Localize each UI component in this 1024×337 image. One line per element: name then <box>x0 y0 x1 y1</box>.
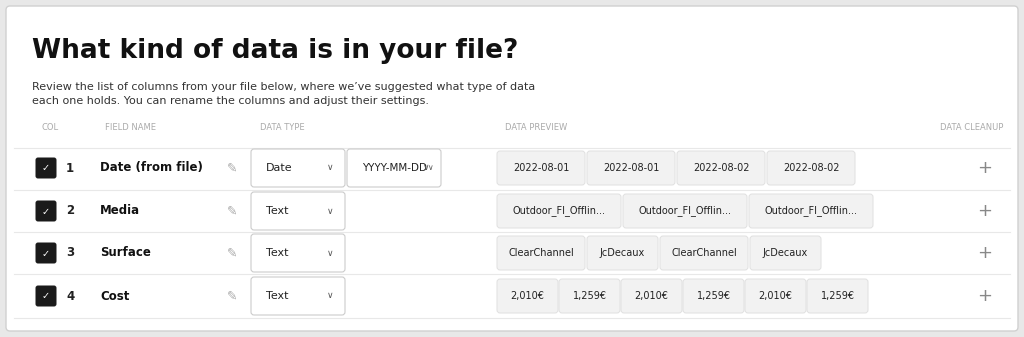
FancyBboxPatch shape <box>251 192 345 230</box>
Text: Outdoor_FI_Offlin...: Outdoor_FI_Offlin... <box>765 206 857 216</box>
Text: 2,010€: 2,010€ <box>511 291 545 301</box>
Text: ∨: ∨ <box>327 248 334 257</box>
Text: What kind of data is in your file?: What kind of data is in your file? <box>32 38 518 64</box>
FancyBboxPatch shape <box>623 194 746 228</box>
FancyBboxPatch shape <box>497 236 585 270</box>
FancyBboxPatch shape <box>767 151 855 185</box>
Text: 2: 2 <box>66 205 74 217</box>
Text: DATA PREVIEW: DATA PREVIEW <box>505 123 567 132</box>
FancyBboxPatch shape <box>587 151 675 185</box>
FancyBboxPatch shape <box>677 151 765 185</box>
Text: +: + <box>978 244 992 262</box>
FancyBboxPatch shape <box>36 157 56 179</box>
Text: Outdoor_FI_Offlin...: Outdoor_FI_Offlin... <box>639 206 731 216</box>
Text: Text: Text <box>266 248 289 258</box>
Text: ✓: ✓ <box>42 163 50 174</box>
Text: +: + <box>978 202 992 220</box>
FancyBboxPatch shape <box>750 236 821 270</box>
Text: 1,259€: 1,259€ <box>572 291 606 301</box>
Text: +: + <box>978 159 992 177</box>
Text: 2,010€: 2,010€ <box>635 291 669 301</box>
FancyBboxPatch shape <box>36 243 56 264</box>
Text: Outdoor_FI_Offlin...: Outdoor_FI_Offlin... <box>512 206 605 216</box>
FancyBboxPatch shape <box>497 151 585 185</box>
Text: 1,259€: 1,259€ <box>696 291 730 301</box>
FancyBboxPatch shape <box>559 279 620 313</box>
Text: each one holds. You can rename the columns and adjust their settings.: each one holds. You can rename the colum… <box>32 96 429 106</box>
Text: 1,259€: 1,259€ <box>820 291 854 301</box>
Text: 2022-08-02: 2022-08-02 <box>693 163 750 173</box>
FancyBboxPatch shape <box>36 201 56 221</box>
Text: ∨: ∨ <box>423 163 429 173</box>
Text: ClearChannel: ClearChannel <box>508 248 573 258</box>
FancyBboxPatch shape <box>251 234 345 272</box>
Text: 2022-08-01: 2022-08-01 <box>513 163 569 173</box>
Text: Surface: Surface <box>100 246 151 259</box>
Text: Date: Date <box>266 163 293 173</box>
Text: 2,010€: 2,010€ <box>759 291 793 301</box>
FancyBboxPatch shape <box>251 277 345 315</box>
Text: 1: 1 <box>66 161 74 175</box>
Text: 4: 4 <box>66 289 75 303</box>
Text: ∨: ∨ <box>327 292 334 301</box>
Text: Review the list of columns from your file below, where we’ve suggested what type: Review the list of columns from your fil… <box>32 82 536 92</box>
FancyBboxPatch shape <box>745 279 806 313</box>
Text: Cost: Cost <box>100 289 129 303</box>
Text: ✎: ✎ <box>226 289 238 303</box>
Text: ✎: ✎ <box>226 246 238 259</box>
FancyBboxPatch shape <box>36 285 56 306</box>
Text: ✓: ✓ <box>42 207 50 216</box>
Text: +: + <box>978 287 992 305</box>
Text: ∨: ∨ <box>427 163 433 173</box>
FancyBboxPatch shape <box>807 279 868 313</box>
Text: DATA CLEANUP: DATA CLEANUP <box>940 123 1004 132</box>
Text: ✓: ✓ <box>42 248 50 258</box>
Text: Date (from file): Date (from file) <box>100 161 203 175</box>
FancyBboxPatch shape <box>497 279 558 313</box>
Text: FIELD NAME: FIELD NAME <box>105 123 156 132</box>
FancyBboxPatch shape <box>497 194 621 228</box>
Text: Media: Media <box>100 205 140 217</box>
Text: 2022-08-01: 2022-08-01 <box>603 163 659 173</box>
FancyBboxPatch shape <box>587 236 658 270</box>
Text: ∨: ∨ <box>327 207 334 215</box>
Text: Text: Text <box>266 206 289 216</box>
FancyBboxPatch shape <box>683 279 744 313</box>
Text: 2022-08-02: 2022-08-02 <box>782 163 840 173</box>
FancyBboxPatch shape <box>251 149 345 187</box>
Text: 3: 3 <box>66 246 74 259</box>
FancyBboxPatch shape <box>6 6 1018 331</box>
Text: JcDecaux: JcDecaux <box>600 248 645 258</box>
FancyBboxPatch shape <box>621 279 682 313</box>
Text: ClearChannel: ClearChannel <box>671 248 737 258</box>
Text: JcDecaux: JcDecaux <box>763 248 808 258</box>
Text: ∨: ∨ <box>327 163 334 173</box>
Text: YYYY-MM-DD: YYYY-MM-DD <box>362 163 427 173</box>
FancyBboxPatch shape <box>660 236 748 270</box>
Text: ✓: ✓ <box>42 292 50 302</box>
FancyBboxPatch shape <box>749 194 873 228</box>
FancyBboxPatch shape <box>347 149 441 187</box>
Text: ✎: ✎ <box>226 205 238 217</box>
Text: COL: COL <box>42 123 59 132</box>
Text: ✎: ✎ <box>226 161 238 175</box>
Text: DATA TYPE: DATA TYPE <box>260 123 304 132</box>
Text: Text: Text <box>266 291 289 301</box>
